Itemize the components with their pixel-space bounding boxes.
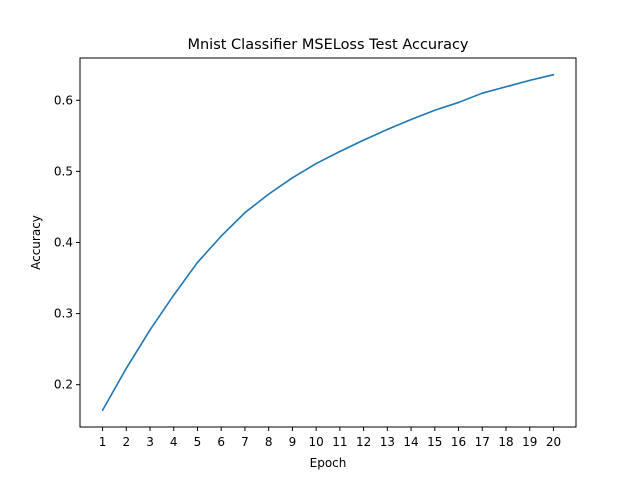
data-point-0-11 <box>362 139 365 141</box>
data-point-0-10 <box>339 150 341 153</box>
x-tick-label: 18 <box>498 435 513 449</box>
plot-area <box>101 73 555 412</box>
data-point-0-5 <box>220 235 223 237</box>
data-point-0-17 <box>505 85 507 88</box>
data-point-0-0 <box>101 409 104 412</box>
x-tick-label: 13 <box>380 435 395 449</box>
data-point-0-18 <box>528 79 531 82</box>
data-point-0-13 <box>410 118 412 121</box>
x-tick-label: 5 <box>194 435 202 449</box>
x-tick-label: 10 <box>308 435 323 449</box>
x-tick-label: 2 <box>122 435 130 449</box>
x-tick-label: 14 <box>403 435 418 449</box>
x-tick-label: 6 <box>217 435 225 449</box>
data-point-0-1 <box>125 367 128 370</box>
x-tick-label: 12 <box>356 435 371 449</box>
y-tick-label: 0.2 <box>54 378 73 392</box>
data-point-0-3 <box>172 294 175 296</box>
data-point-0-6 <box>244 211 246 214</box>
data-point-0-4 <box>196 261 199 264</box>
series-line-0 <box>101 73 554 411</box>
data-point-0-12 <box>386 128 389 131</box>
x-tick-label: 16 <box>451 435 466 449</box>
x-tick-label: 4 <box>170 435 178 449</box>
x-tick-label: 15 <box>427 435 442 449</box>
y-tick-label: 0.6 <box>54 93 73 107</box>
data-point-0-19 <box>552 73 555 76</box>
data-point-0-16 <box>481 92 484 94</box>
x-tick-label: 19 <box>522 435 537 449</box>
x-tick-label: 17 <box>475 435 490 449</box>
y-tick-label: 0.3 <box>54 307 73 321</box>
x-axis-ticks: 1 2 3 4 5 6 7 8 9 10 11 12 13 14 15 16 17 18 19 20 <box>99 427 561 449</box>
plot-frame <box>79 57 577 428</box>
y-axis-ticks: 0.2 0.3 0.4 0.5 0.6 <box>54 93 80 392</box>
y-tick-label: 0.4 <box>54 236 73 250</box>
data-point-0-14 <box>433 109 436 112</box>
data-point-0-8 <box>291 177 294 179</box>
x-tick-label: 20 <box>546 435 561 449</box>
x-tick-label: 9 <box>289 435 297 449</box>
y-axis-label: Accuracy <box>29 215 43 270</box>
x-tick-label: 11 <box>332 435 347 449</box>
x-tick-label: 1 <box>99 435 107 449</box>
y-tick-label: 0.5 <box>54 164 73 178</box>
x-tick-label: 3 <box>146 435 154 449</box>
data-point-0-7 <box>267 193 270 195</box>
data-point-0-15 <box>457 101 460 104</box>
data-point-0-2 <box>149 329 151 331</box>
data-point-0-9 <box>315 162 317 165</box>
x-tick-label: 8 <box>265 435 273 449</box>
x-axis-label: Epoch <box>310 456 347 470</box>
chart-title: Mnist Classifier MSELoss Test Accuracy <box>187 37 468 53</box>
x-tick-label: 7 <box>241 435 249 449</box>
